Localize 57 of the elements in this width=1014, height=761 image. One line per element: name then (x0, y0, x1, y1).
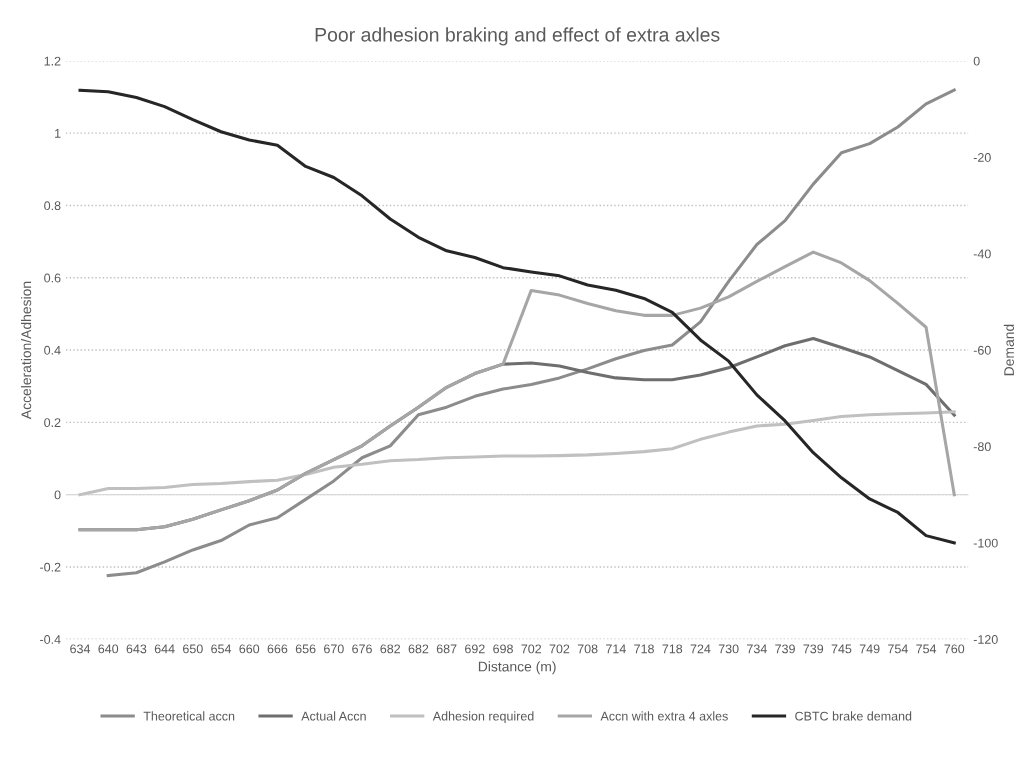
y2-tick-label: -100 (973, 538, 998, 548)
y-tick-label: 0.2 (44, 418, 61, 428)
x-axis-title: Distance (m) (478, 661, 556, 675)
x-tick-label: 670 (324, 644, 344, 654)
x-tick-label: 718 (662, 644, 683, 654)
x-tick-label: 730 (718, 644, 739, 654)
y-tick-label: 0.4 (44, 345, 61, 355)
x-tick-label: 682 (408, 644, 429, 654)
x-tick-label: 760 (944, 644, 965, 654)
y-tick-label: 0.8 (44, 201, 61, 211)
x-tick-label: 687 (436, 644, 457, 654)
y-axis-title: Acceleration/Adhesion (21, 281, 32, 420)
x-tick-label: 650 (183, 644, 203, 654)
x-tick-label: 754 (888, 644, 908, 654)
x-tick-label: 644 (154, 644, 175, 654)
y-tick-label: 0.6 (44, 273, 61, 283)
x-tick-label: 702 (521, 644, 542, 654)
x-tick-label: 640 (98, 644, 119, 654)
x-tick-label: 714 (606, 644, 626, 654)
x-tick-label: 739 (775, 644, 795, 654)
x-tick-label: 739 (803, 644, 824, 654)
x-tick-label: 660 (239, 644, 260, 654)
legend-label: Accn with extra 4 axles (600, 711, 728, 721)
y-tick-label: 0 (54, 490, 61, 500)
y2-tick-label: -120 (973, 635, 998, 644)
legend-label: CBTC brake demand (795, 711, 912, 721)
x-tick-label: 656 (295, 644, 316, 654)
x-tick-label: 698 (493, 644, 513, 654)
x-tick-label: 643 (126, 644, 147, 654)
legend-label: Adhesion required (432, 711, 534, 724)
y2-tick-label: -60 (973, 345, 991, 355)
x-tick-label: 745 (831, 644, 852, 654)
y2-tick-label: 0 (973, 56, 980, 66)
y2-tick-label: -40 (973, 249, 991, 259)
x-tick-label: 666 (267, 644, 288, 654)
legend-label: Actual Accn (301, 711, 366, 721)
x-tick-label: 754 (916, 644, 937, 654)
y-tick-label: -0.2 (40, 562, 61, 572)
y-tick-label: 1 (55, 129, 61, 138)
x-tick-label: 749 (859, 644, 880, 654)
y2-tick-label: -80 (973, 442, 991, 452)
x-tick-label: 634 (70, 644, 91, 654)
x-tick-label: 676 (352, 644, 372, 654)
x-tick-label: 724 (690, 644, 711, 654)
legend-label: Theoretical accn (143, 711, 235, 721)
y2-axis-title: Demand (1003, 324, 1014, 376)
y-tick-label: 1.2 (44, 56, 61, 66)
x-tick-label: 734 (747, 644, 767, 654)
x-tick-label: 718 (634, 644, 654, 654)
x-tick-label: 702 (549, 644, 570, 654)
chart-title: Poor adhesion braking and effect of extra axles (315, 27, 720, 46)
x-tick-label: 708 (577, 644, 598, 654)
x-tick-label: 654 (211, 644, 232, 654)
y2-tick-label: -20 (973, 153, 991, 162)
x-tick-label: 682 (380, 644, 401, 654)
y-tick-label: -0.4 (40, 635, 61, 644)
x-tick-label: 692 (465, 644, 485, 654)
